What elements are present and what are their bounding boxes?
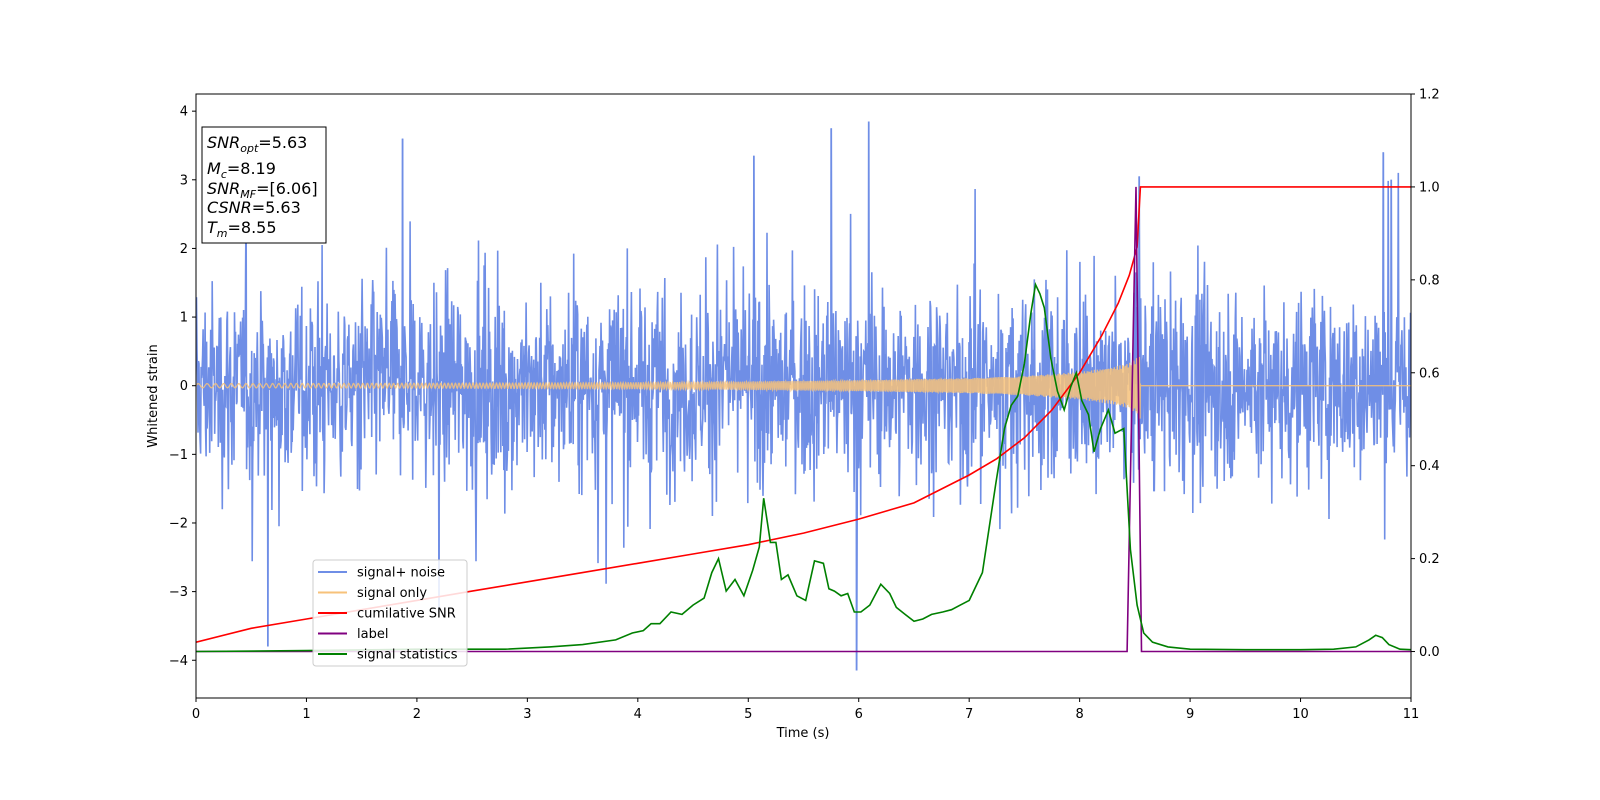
y-right-tick-label: 0.8: [1419, 273, 1440, 288]
legend-label: signal only: [357, 586, 427, 601]
x-tick-label: 6: [855, 707, 863, 722]
series-layer: [196, 121, 1411, 671]
y-left-tick-label: 4: [180, 105, 188, 120]
legend-label: label: [357, 627, 388, 642]
series-signal-statistics: [196, 281, 1411, 653]
legend-label: signal+ noise: [357, 566, 445, 581]
x-tick-label: 10: [1292, 707, 1309, 722]
y-right-tick-label: 0.4: [1419, 459, 1440, 474]
x-tick-label: 0: [192, 707, 200, 722]
series-signal-noise: [196, 121, 1411, 671]
x-tick-label: 2: [413, 707, 421, 722]
x-axis-label: Time (s): [776, 726, 830, 741]
x-tick-label: 8: [1075, 707, 1083, 722]
y-left-tick-label: 1: [180, 311, 188, 326]
legend-label: cumilative SNR: [357, 607, 456, 622]
legend-label: signal statistics: [357, 648, 458, 663]
info-line: CSNR=5.63: [207, 198, 301, 217]
x-tick-label: 9: [1186, 707, 1194, 722]
x-tick-label: 5: [744, 707, 752, 722]
y-left-tick-label: 2: [180, 242, 188, 257]
y-right-tick-label: 1.2: [1419, 88, 1440, 103]
y-right-tick-label: 0.2: [1419, 552, 1440, 567]
x-tick-label: 3: [523, 707, 531, 722]
x-tick-label: 7: [965, 707, 973, 722]
series-label: [196, 186, 1411, 653]
y-right-tick-label: 0.0: [1419, 645, 1440, 660]
x-tick-label: 4: [634, 707, 642, 722]
legend-frame: [312, 559, 468, 667]
info-box: SNRopt=5.63 Mc=8.19SNRMF=[6.06]CSNR=5.63T…: [201, 126, 327, 244]
y-left-tick-label: −2: [169, 516, 188, 531]
y-right-tick-label: 0.6: [1419, 366, 1440, 381]
y-axis-label: Whitened strain: [146, 344, 161, 447]
y-left-tick-label: −1: [169, 448, 188, 463]
x-tick-label: 11: [1403, 707, 1420, 722]
y-right-tick-label: 1.0: [1419, 180, 1440, 195]
axes-layer: 0 1 2 3 4 5 6 7 8 9 10 1143210−1−2−3−41.21.00.80.60…: [169, 88, 1440, 723]
info-line: SNRMF=[6.06]: [207, 179, 318, 201]
y-left-tick-label: −4: [169, 654, 188, 669]
legend: signal+ noise signal only cumilative SNR la…: [312, 559, 468, 667]
info-line: SNRopt=5.63: [207, 133, 307, 155]
info-box-frame: [201, 126, 327, 244]
plot-frame: [195, 93, 1412, 699]
y-left-tick-label: 0: [180, 379, 188, 394]
x-tick-label: 1: [302, 707, 310, 722]
y-left-tick-label: 3: [180, 173, 188, 188]
info-line: Tm=8.55: [207, 218, 277, 240]
y-left-tick-label: −3: [169, 585, 188, 600]
series-signal-only: [196, 356, 1411, 419]
info-line: Mc=8.19: [207, 159, 276, 181]
